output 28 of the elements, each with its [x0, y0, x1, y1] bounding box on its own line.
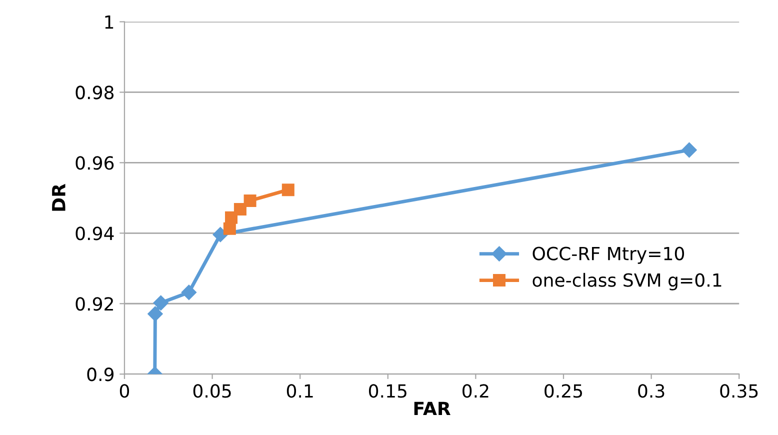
x-tick-label: 0.3 [638, 384, 664, 398]
x-tick-label: 0.35 [720, 384, 758, 398]
point [212, 227, 228, 242]
legend-label: one-class SVM g=0.1 [532, 272, 722, 290]
x-tick-label: 0 [120, 384, 130, 398]
point [234, 202, 246, 216]
x-tick-label: 0.15 [368, 384, 406, 398]
y-tick-label: 1 [105, 15, 114, 29]
legend-label: OCC-RF Mtry=10 [532, 246, 684, 264]
x-tick-label: 0.05 [193, 384, 231, 398]
x-axis-title: FAR [414, 402, 450, 416]
y-tick-label: 0.92 [76, 297, 113, 311]
point [153, 295, 168, 310]
y-tick-label: 0.9 [87, 368, 114, 382]
point [282, 184, 294, 196]
point [148, 306, 163, 322]
y-axis-title: DR [52, 184, 66, 211]
x-tick-label: 0.1 [286, 384, 313, 398]
x-tick-label: 0.25 [544, 384, 582, 398]
point [244, 194, 256, 207]
x-tick-label: 0.2 [462, 384, 488, 398]
point [682, 142, 697, 158]
y-tick-label: 0.94 [76, 226, 114, 240]
y-tick-label: 0.96 [76, 156, 114, 170]
y-tick-label: 0.98 [76, 86, 114, 100]
point [223, 222, 236, 235]
point [225, 211, 238, 224]
point [181, 284, 196, 300]
